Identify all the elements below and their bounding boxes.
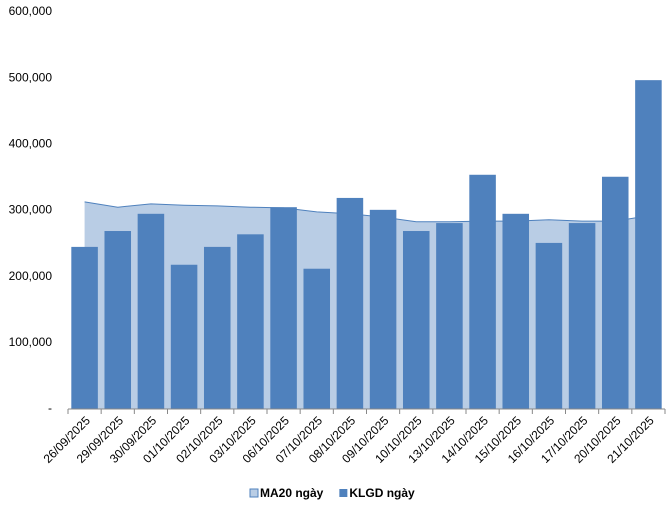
bar <box>270 207 297 409</box>
bar <box>535 242 563 409</box>
y-tick-label: 600,000 <box>9 4 53 18</box>
bar <box>436 223 463 409</box>
bar <box>203 246 231 409</box>
bar <box>469 174 496 409</box>
legend-label: MA20 ngày <box>260 486 324 500</box>
bar <box>237 234 264 409</box>
bar <box>635 80 662 409</box>
bar <box>137 213 165 409</box>
bar <box>303 268 331 409</box>
bar <box>170 264 198 409</box>
legend-label: KLGD ngày <box>349 486 415 500</box>
y-tick-label: 400,000 <box>9 137 53 151</box>
bar <box>568 223 596 409</box>
y-tick-label: 300,000 <box>9 203 53 217</box>
bar <box>104 231 132 409</box>
bar <box>601 176 629 409</box>
bar <box>336 197 364 409</box>
y-tick-label: 500,000 <box>9 70 53 84</box>
bar <box>402 231 430 409</box>
ma-area <box>84 201 649 409</box>
bar <box>502 213 530 409</box>
ma-line <box>84 201 649 223</box>
bar <box>369 209 397 409</box>
legend-swatch <box>339 489 348 497</box>
legend-swatch <box>249 488 259 498</box>
y-tick-label: 200,000 <box>9 269 53 283</box>
y-tick-label: 100,000 <box>9 335 53 349</box>
y-tick-label: - <box>48 401 52 415</box>
bar <box>71 246 98 409</box>
